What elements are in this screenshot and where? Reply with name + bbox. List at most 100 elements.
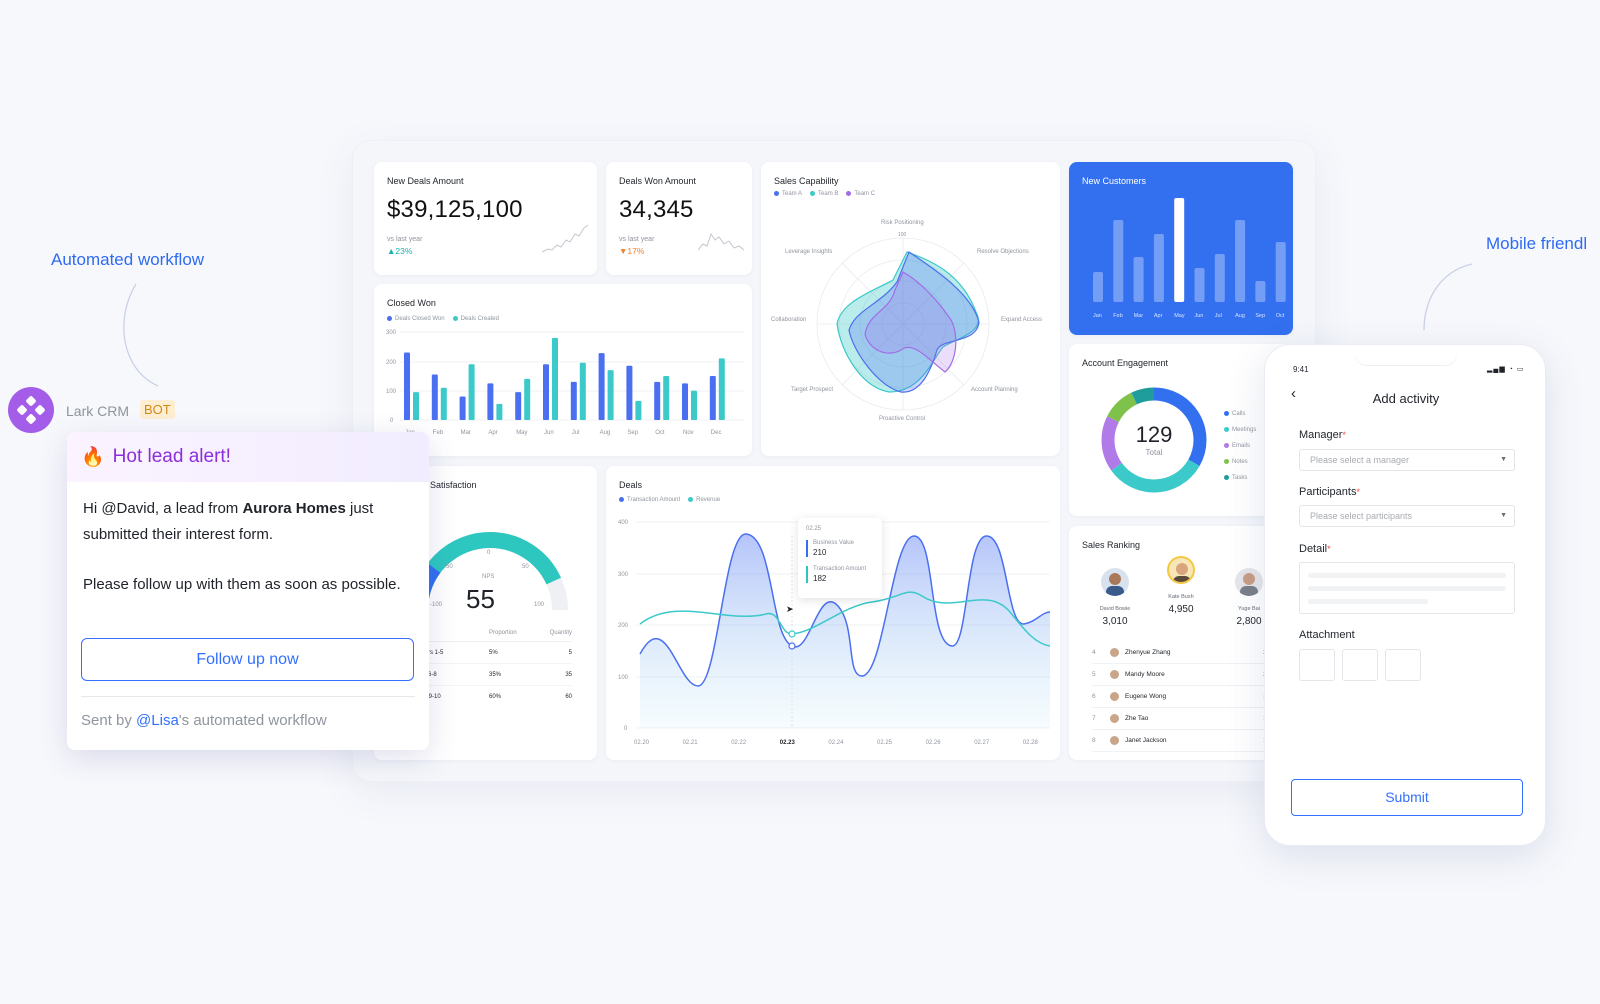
kpi-change: ▼17% [619, 246, 645, 256]
lark-crm-icon [17, 396, 45, 424]
legend-item: Notes [1224, 454, 1256, 470]
down-arrow-icon: ▼ [619, 246, 628, 256]
x-tick: 02.23 [780, 740, 796, 746]
bar-deals-created [524, 378, 531, 420]
phone-notch [1355, 345, 1457, 365]
legend-item: Deals Closed Won [387, 316, 445, 322]
avatar [1110, 736, 1119, 745]
rank-name: Zhenyue Zhang [1125, 649, 1171, 656]
x-tick: Apr [488, 430, 497, 436]
bar-closed-won [682, 383, 688, 420]
follow-up-button[interactable]: Follow up now [81, 638, 414, 681]
avatar [1110, 692, 1119, 701]
gauge-tick: -50 [444, 564, 453, 570]
bot-avatar [8, 387, 54, 433]
rank-number: 6 [1092, 693, 1096, 700]
x-tick: Nov [683, 430, 694, 436]
attachment-slot[interactable] [1342, 649, 1378, 681]
chart-title: Account Engagement [1082, 358, 1169, 368]
engagement-total: 129 [1135, 422, 1173, 447]
kpi-sparkline [698, 232, 744, 251]
bar-new-customers [1275, 242, 1286, 302]
radar-axis-label: Target Prospect [791, 387, 833, 393]
avatar [1110, 714, 1119, 723]
nps-value: 55 [466, 584, 495, 614]
status-time: 9:41 [1293, 365, 1309, 374]
x-tick: Jul [1215, 313, 1222, 319]
participants-label: Participants* [1299, 486, 1360, 498]
chart-legend: Deals Closed Won Deals Created [387, 316, 499, 322]
closed-won-chart: 300 200 100 0 JanFebMarAprMayJunJulAugSe… [386, 330, 744, 436]
new-customers-card: New Customers Jan Feb Mar Apr May Jun Jul Aug Se… [1069, 162, 1293, 335]
chart-title: Deals [619, 480, 643, 490]
chart-legend: Team A Team B Team C [774, 191, 875, 197]
deals-chart: 400 300 200 100 0 02.20 02.21 02.22 02.23 02… [618, 520, 1051, 746]
gauge-tick: 50 [522, 564, 529, 570]
callout-mobile-friendly: Mobile friendl [1486, 234, 1588, 253]
bar-closed-won [431, 374, 438, 420]
participants-select[interactable]: Please select participants ▼ [1299, 505, 1515, 527]
account-engagement-card: Account Engagement 129 Total Calls Meeti… [1069, 344, 1293, 516]
x-tick: Jun [1195, 313, 1204, 319]
bar-deals-created [663, 376, 670, 420]
bar-closed-won [598, 353, 605, 420]
legend-item: Team A [774, 191, 802, 197]
manager-select[interactable]: Please select a manager ▼ [1299, 449, 1515, 471]
attachment-slot[interactable] [1385, 649, 1421, 681]
submit-button[interactable]: Submit [1291, 779, 1523, 816]
radar-axis-label: Collaboration [771, 317, 806, 323]
gauge-tick: 100 [534, 602, 545, 608]
legend-item: Revenue [688, 497, 720, 503]
podium-value: 2,800 [1236, 616, 1262, 627]
bar-deals-created [718, 358, 725, 420]
x-tick: Sep [627, 430, 638, 436]
avatar [1110, 670, 1119, 679]
detail-label: Detail* [1299, 543, 1331, 555]
detail-textarea[interactable] [1299, 562, 1515, 614]
chart-title: Sales Ranking [1082, 540, 1141, 550]
legend-item: Calls [1224, 406, 1256, 422]
attachment-slot[interactable] [1299, 649, 1335, 681]
rank-name: Janet Jackson [1125, 737, 1167, 744]
x-tick: Feb [433, 430, 444, 436]
bar-closed-won [654, 381, 661, 420]
alert-header: 🔥 Hot lead alert! [67, 432, 429, 482]
podium-name: Yuge Bai [1237, 606, 1261, 612]
kpi-sparkline [542, 224, 588, 253]
x-tick: 02.26 [926, 740, 942, 746]
sales-ranking-card: Sales Ranking David Bowie 3,010 Kate Bus… [1069, 526, 1293, 760]
callout-automated-workflow: Automated workflow [51, 250, 205, 269]
x-tick: 02.24 [828, 740, 844, 746]
chart-title: Satisfaction [430, 480, 477, 490]
y-tick: 300 [618, 572, 629, 578]
mention-link[interactable]: @Lisa [136, 712, 179, 729]
chevron-down-icon: ▼ [1500, 512, 1507, 519]
back-icon[interactable]: ‹ [1291, 385, 1296, 402]
rank-name: Mandy Moore [1125, 671, 1165, 678]
engagement-legend: Calls Meetings Emails Notes Tasks [1224, 406, 1256, 486]
chart-title: Sales Capability [774, 176, 839, 186]
bar-new-customers [1113, 220, 1124, 302]
legend-item: Team B [810, 191, 838, 197]
x-tick: 02.22 [731, 740, 747, 746]
lead-company: Aurora Homes [242, 500, 346, 517]
kpi-card-new-deals: New Deals Amount $39,125,100 vs last yea… [374, 162, 597, 275]
rank-name: Zhe Tao [1125, 715, 1149, 722]
new-customers-chart: Jan Feb Mar Apr May Jun Jul Aug Sep Oct [1093, 198, 1286, 319]
deals-tooltip: 02.25 Business Value 210 Transaction Amo… [798, 518, 882, 598]
legend-item: Tasks [1224, 470, 1256, 486]
podium-value: 4,950 [1168, 604, 1194, 615]
bar-closed-won [543, 364, 549, 420]
satisfaction-table: nsProportionQuantity ctors 1-55%5 es 6-8… [420, 624, 572, 708]
manager-label: Manager* [1299, 429, 1346, 441]
nps-label: NPS [482, 574, 494, 580]
bar-deals-created [691, 390, 697, 420]
y-tick: 200 [386, 360, 397, 366]
table-row: ctors 1-5 5% 5 [420, 642, 572, 664]
avatar [1235, 568, 1263, 596]
up-arrow-icon: ▲ [387, 246, 396, 256]
table-header: nsProportionQuantity [420, 624, 572, 642]
radar-axis-label: Risk Positioning [881, 220, 924, 226]
